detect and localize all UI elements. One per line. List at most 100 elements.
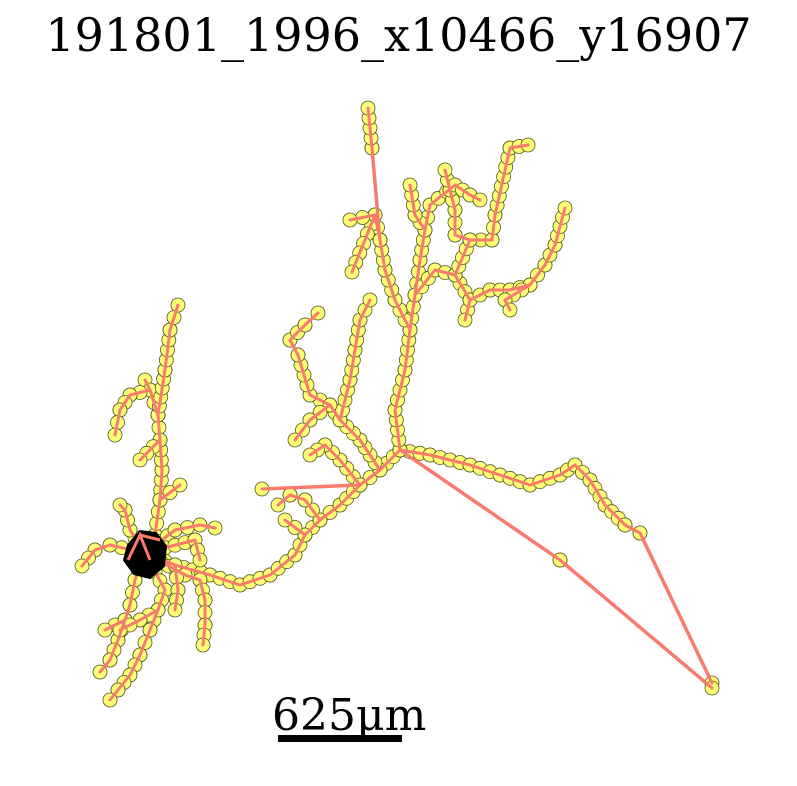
neurite-edge [468, 288, 492, 302]
neurite-edge [156, 413, 162, 442]
neurite-edge [173, 563, 212, 577]
neurite-edge [398, 448, 432, 457]
neurite-edge [238, 573, 272, 587]
neurite-edge [173, 588, 180, 612]
neurite-edge [378, 448, 402, 472]
neurite-edge [503, 298, 512, 312]
neurite-edge [358, 468, 382, 487]
neurite-edge [118, 503, 127, 512]
neurite-edge [408, 293, 417, 332]
scale-bar-label: 625μm [272, 690, 427, 741]
neurite-edge [328, 403, 342, 422]
neurite-edge [108, 688, 120, 702]
figure-title: 191801_1996_x10466_y16907 [45, 8, 752, 62]
neurite-edge [588, 478, 607, 507]
neurite-edge [118, 393, 132, 412]
neurite-edge [468, 193, 482, 202]
neurite-edge [276, 493, 292, 507]
neurite-edge [128, 578, 137, 607]
neurite-edge [308, 403, 332, 422]
neurite-edge [348, 213, 377, 222]
neurite-edge [338, 418, 362, 442]
soma-edge [139, 533, 161, 542]
neurite-edge [193, 538, 202, 562]
neurite-edge [173, 563, 180, 592]
neurite-edge [393, 298, 412, 332]
neurite-edge [498, 473, 532, 487]
neurite-edge [413, 268, 437, 297]
neurite-edge [198, 523, 217, 530]
neurite-edge [116, 673, 132, 692]
neurite-edge [353, 318, 362, 352]
neurite-edge [448, 188, 457, 212]
neurite-edge [393, 368, 407, 412]
neurite-edge [308, 393, 332, 407]
neurite-edge [453, 233, 472, 242]
neurite-edge [453, 238, 472, 277]
neurite-edge [323, 443, 342, 462]
neurite-edge [158, 468, 164, 502]
neurite-edge [558, 558, 714, 690]
neurite-edge [283, 518, 307, 537]
neurite-edge [318, 503, 342, 522]
neurite-edge [528, 263, 547, 287]
neurite-edge [303, 498, 322, 522]
neurite-edge [156, 588, 167, 612]
neurite-edge [338, 458, 362, 487]
neurite-edge [156, 368, 167, 417]
neurite-edge [103, 618, 127, 632]
neurite-edge [638, 531, 714, 685]
neurite-edge [201, 623, 207, 647]
neurite-edge [358, 298, 372, 322]
neurite-edge [143, 378, 152, 392]
neurite-edge [138, 628, 152, 657]
soma-group [122, 529, 168, 580]
neurite-edge [153, 498, 162, 537]
neurite-edge [303, 311, 320, 327]
neurite-edge [413, 213, 427, 232]
neurite-edge [558, 463, 577, 477]
neurite-edge [293, 533, 307, 557]
neurite-edge [408, 183, 417, 217]
neurite-edge [463, 298, 472, 322]
neurite-edge [288, 493, 307, 502]
neurite-edge [468, 463, 502, 477]
neurite-edge [296, 353, 312, 397]
neurite-edge [508, 143, 530, 150]
scale-bar [278, 735, 402, 742]
neurite-edge [93, 543, 112, 552]
neurite-edge [113, 408, 122, 437]
neurite-edge [288, 338, 300, 357]
neurite-edge [370, 146, 382, 242]
neurite-edge [148, 608, 160, 632]
neurite-edge [128, 653, 142, 677]
neurite-edge [453, 273, 472, 302]
neurite-edge [393, 408, 402, 452]
neurite-edge [348, 348, 357, 382]
neurite-edge [303, 518, 322, 537]
neurite-edge [80, 548, 97, 568]
neurite-edge [403, 328, 412, 372]
neurite-edge [168, 303, 180, 332]
neurite-edge [383, 268, 397, 302]
soma [122, 529, 168, 580]
neurite-edge [98, 658, 112, 674]
neurite-edge [398, 448, 562, 562]
neurite-edge [493, 146, 512, 217]
neurite-edge [123, 603, 132, 622]
neurite-edge [163, 328, 172, 372]
neurite-edge [173, 523, 202, 532]
neurite-edge [288, 323, 307, 342]
neurite-edge [338, 483, 362, 507]
neurite-edge [123, 508, 132, 532]
neurite-edge [128, 388, 152, 397]
neurite-edge [433, 268, 457, 277]
neurite-edge [528, 473, 562, 487]
neurite-edge [308, 443, 327, 457]
neurite-edge [138, 608, 160, 622]
neurite-edge [490, 213, 497, 242]
neurite-edge [366, 106, 374, 150]
neurite-edge [108, 638, 120, 662]
neurite-edge [543, 243, 557, 267]
